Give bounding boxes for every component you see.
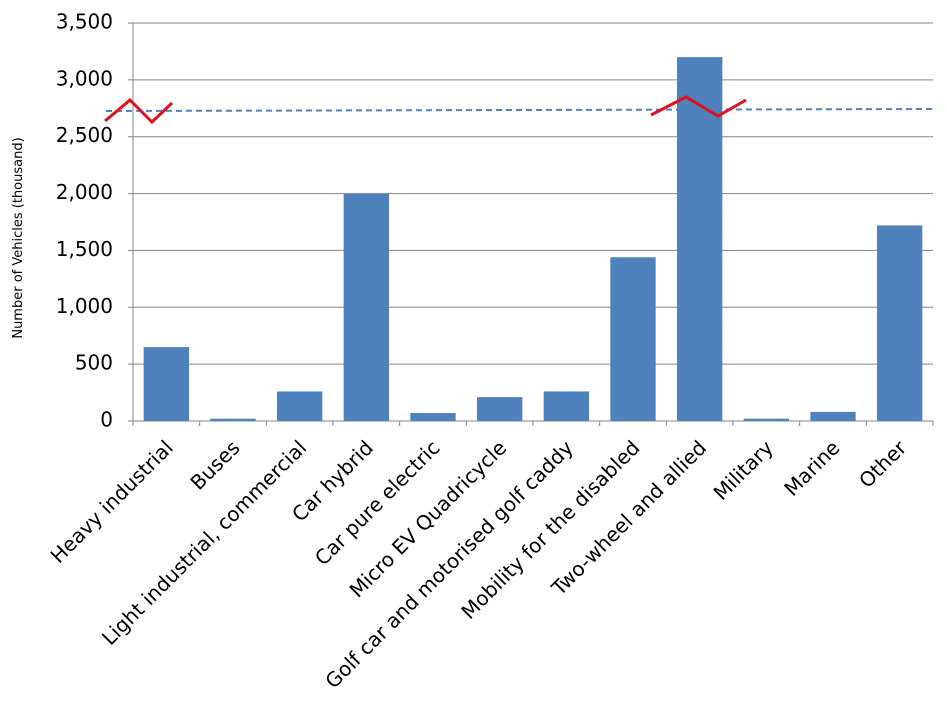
bar [743, 418, 789, 421]
bar [877, 225, 923, 421]
bar [810, 411, 856, 421]
break-line [105, 108, 934, 112]
y-tick-label: 3,500 [56, 10, 113, 34]
bar [210, 418, 256, 421]
break-marker [650, 95, 747, 118]
x-tick-label: Golf car and motorised golf caddy [320, 435, 578, 693]
bar [143, 347, 189, 421]
x-tick-label: Heavy industrial [46, 436, 178, 568]
plot-area: 0 500 1,000 1,500 2,000 2,500 3,000 3,500 Heavy … [46, 10, 934, 693]
bar [610, 257, 656, 421]
bar [477, 397, 523, 421]
bar [277, 391, 323, 421]
y-tick-label: 1,000 [56, 294, 113, 318]
y-tick-label: 3,000 [56, 66, 113, 90]
bar [410, 413, 456, 421]
x-tick-label: Military [709, 435, 778, 504]
x-tick-label: Car pure electric [310, 436, 445, 571]
bar [543, 391, 589, 421]
y-tick-label: 0 [100, 408, 113, 432]
y-axis-label: Number of Vehicles (thousand) [11, 137, 26, 338]
y-tick-label: 1,500 [56, 237, 113, 261]
x-tick-label: Marine [779, 436, 844, 501]
y-tick-label: 500 [75, 351, 113, 375]
bar [677, 57, 723, 421]
y-tick-label: 2,500 [56, 123, 113, 147]
x-tick-label: Buses [185, 436, 244, 495]
bar [343, 193, 389, 421]
break-marker [104, 97, 174, 125]
x-tick-label: Other [854, 435, 912, 493]
y-tick-label: 2,000 [56, 180, 113, 204]
